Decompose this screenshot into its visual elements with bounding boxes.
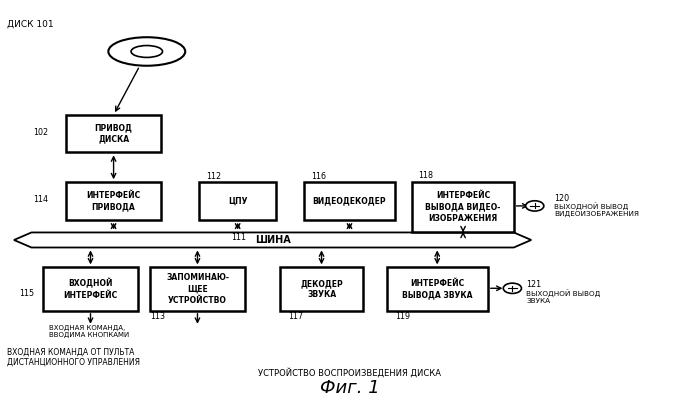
Bar xyxy=(304,182,395,220)
Text: ДЕКОДЕР
ЗВУКА: ДЕКОДЕР ЗВУКА xyxy=(300,279,343,299)
Text: ПРИВОД
ДИСКА: ПРИВОД ДИСКА xyxy=(94,124,133,144)
Text: 102: 102 xyxy=(33,128,48,137)
Text: ВХОДНАЯ КОМАНДА ОТ ПУЛЬТА
ДИСТАНЦИОННОГО УПРАВЛЕНИЯ: ВХОДНАЯ КОМАНДА ОТ ПУЛЬТА ДИСТАНЦИОННОГО… xyxy=(7,348,140,367)
Bar xyxy=(150,267,245,311)
Text: ВХОДНАЯ КОМАНДА,
ВВОДИМА КНОПКАМИ: ВХОДНАЯ КОМАНДА, ВВОДИМА КНОПКАМИ xyxy=(49,325,129,339)
Text: 119: 119 xyxy=(396,312,411,321)
Text: УСТРОЙСТВО ВОСПРОИЗВЕДЕНИЯ ДИСКА: УСТРОЙСТВО ВОСПРОИЗВЕДЕНИЯ ДИСКА xyxy=(258,368,441,378)
Text: 116: 116 xyxy=(311,172,326,181)
Text: 120: 120 xyxy=(554,194,570,203)
Bar xyxy=(280,267,363,311)
Text: 111: 111 xyxy=(231,233,245,242)
Text: 118: 118 xyxy=(418,171,433,179)
Text: ВХОДНОЙ
ИНТЕРФЕЙС: ВХОДНОЙ ИНТЕРФЕЙС xyxy=(64,278,117,300)
Text: ЦПУ: ЦПУ xyxy=(228,196,247,206)
Bar xyxy=(387,267,488,311)
Bar xyxy=(412,182,514,232)
Text: ШИНА: ШИНА xyxy=(254,235,291,245)
Text: 113: 113 xyxy=(150,312,165,321)
Bar xyxy=(199,182,276,220)
Text: ВИДЕОДЕКОДЕР: ВИДЕОДЕКОДЕР xyxy=(312,196,387,206)
Text: ИНТЕРФЕЙС
ВЫВОДА ЗВУКА: ИНТЕРФЕЙС ВЫВОДА ЗВУКА xyxy=(402,279,473,299)
Ellipse shape xyxy=(131,46,162,57)
Text: ЗАПОМИНАЮ-
ЩЕЕ
УСТРОЙСТВО: ЗАПОМИНАЮ- ЩЕЕ УСТРОЙСТВО xyxy=(166,274,229,305)
Text: 117: 117 xyxy=(288,312,303,321)
Bar xyxy=(66,115,161,152)
Circle shape xyxy=(526,201,544,211)
Text: Фиг. 1: Фиг. 1 xyxy=(319,379,380,396)
Text: ДИСК 101: ДИСК 101 xyxy=(7,19,54,28)
Bar xyxy=(66,182,161,220)
Bar xyxy=(43,267,138,311)
Text: 115: 115 xyxy=(20,289,35,297)
Text: ВЫХОДНОЙ ВЫВОД
ВИДЕОИЗОБРАЖЕНИЯ: ВЫХОДНОЙ ВЫВОД ВИДЕОИЗОБРАЖЕНИЯ xyxy=(554,202,640,217)
Text: ВЫХОДНОЙ ВЫВОД
ЗВУКА: ВЫХОДНОЙ ВЫВОД ЗВУКА xyxy=(526,289,600,304)
Text: ИНТЕРФЕЙС
ПРИВОДА: ИНТЕРФЕЙС ПРИВОДА xyxy=(87,191,140,211)
Text: 114: 114 xyxy=(33,196,48,204)
Text: 112: 112 xyxy=(206,172,222,181)
Polygon shape xyxy=(14,232,531,248)
Circle shape xyxy=(503,283,521,293)
Text: ИНТЕРФЕЙС
ВЫВОДА ВИДЕО-
ИЗОБРАЖЕНИЯ: ИНТЕРФЕЙС ВЫВОДА ВИДЕО- ИЗОБРАЖЕНИЯ xyxy=(426,191,500,223)
Ellipse shape xyxy=(108,37,185,66)
Text: 121: 121 xyxy=(526,280,542,289)
